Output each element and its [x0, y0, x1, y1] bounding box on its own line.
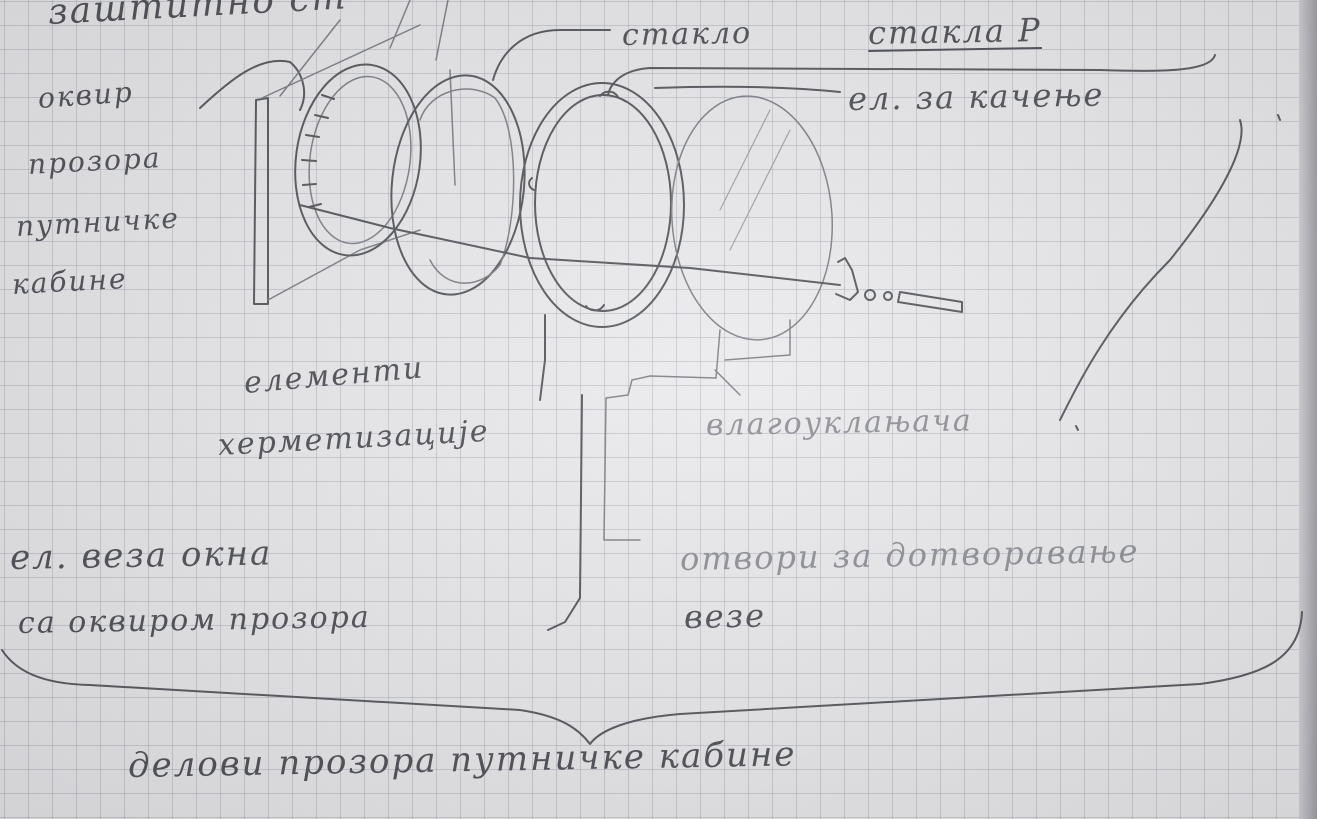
label-pane-top: стакло	[621, 15, 753, 53]
label-frame-l4: кабине	[11, 261, 129, 301]
desiccant-ring-1	[864, 289, 876, 301]
inner-pane-hatch	[719, 109, 791, 251]
label-bond-l1: ел. веза окна	[9, 533, 273, 578]
leader-bond	[547, 394, 583, 631]
group-brace	[1, 611, 1303, 745]
pane-p-outer	[519, 82, 685, 328]
outer-ring-inner	[308, 75, 412, 245]
leader-bottom-left	[267, 229, 421, 301]
drain-pipe	[603, 329, 721, 541]
desiccant-holder	[835, 257, 859, 301]
drain-pipe-2	[724, 319, 791, 361]
leader-mount	[654, 85, 841, 93]
leader-seal	[539, 314, 546, 401]
seal-ring	[390, 74, 526, 296]
label-desiccant: влагоуклањача	[705, 403, 974, 443]
leader-frame	[199, 59, 306, 111]
assembly-axis	[299, 204, 841, 286]
pane-p-inner	[534, 94, 672, 312]
label-holes-l1: отвори за дотворавање	[679, 531, 1140, 578]
label-frame-l1: оквир	[36, 75, 135, 115]
label-mount-element: ел. за качење	[847, 75, 1105, 118]
seal-ring-inner	[419, 88, 515, 284]
leader-pane-p	[607, 54, 1216, 96]
label-pane-p: стакла P	[867, 10, 1042, 52]
desiccant-tube	[897, 291, 963, 313]
desiccant-leader	[714, 369, 741, 396]
page-edge	[1299, 0, 1317, 819]
desiccant-ring-2	[883, 291, 893, 301]
label-bond-l2: са оквиром прозора	[17, 599, 372, 641]
leader-pane-top	[492, 29, 611, 81]
dot-marks	[1075, 114, 1281, 431]
leader-diagonals	[261, 0, 456, 186]
ring-ticks	[301, 94, 335, 208]
label-holes-l2: везе	[683, 596, 767, 636]
inner-pane	[670, 95, 834, 341]
leader-mount-brace	[1059, 119, 1243, 421]
label-frame-l2: прозора	[27, 141, 163, 181]
frame-bar	[253, 97, 269, 305]
pane-p-clips	[528, 90, 619, 312]
outer-ring	[294, 63, 422, 257]
